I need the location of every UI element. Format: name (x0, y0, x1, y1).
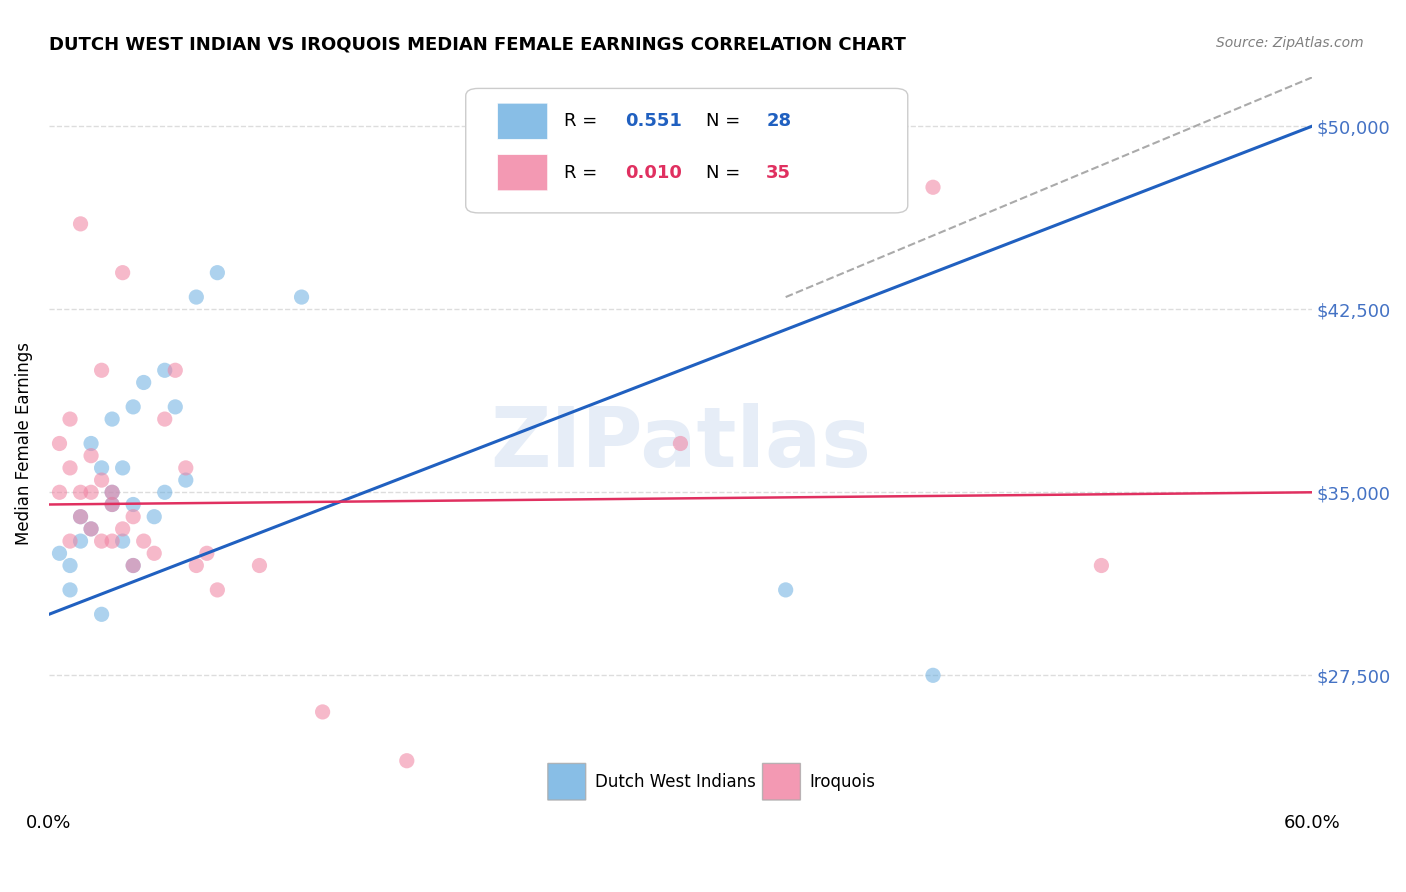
Text: N =: N = (706, 112, 745, 130)
Point (143, 509, 166, 524)
Point (111, 534, 134, 549)
Point (101, 498, 124, 512)
Point (111, 461, 134, 475)
Point (922, 180, 945, 194)
Point (48, 485, 70, 500)
Point (165, 400, 187, 414)
Text: 28: 28 (766, 112, 792, 130)
Point (101, 498, 124, 512)
Point (69, 509, 91, 524)
Point (48, 546, 70, 560)
Point (101, 412, 124, 426)
Point (153, 363, 176, 377)
Point (290, 290, 312, 304)
Text: 0.010: 0.010 (624, 163, 682, 182)
Point (90, 363, 112, 377)
Point (90, 473, 112, 487)
FancyBboxPatch shape (762, 764, 800, 800)
Point (69, 534, 91, 549)
Point (80, 485, 103, 500)
FancyBboxPatch shape (548, 764, 586, 800)
Point (90, 607, 112, 622)
Point (122, 498, 145, 512)
FancyBboxPatch shape (465, 88, 908, 213)
Text: 35: 35 (766, 163, 792, 182)
Text: DUTCH WEST INDIAN VS IROQUOIS MEDIAN FEMALE EARNINGS CORRELATION CHART: DUTCH WEST INDIAN VS IROQUOIS MEDIAN FEM… (49, 36, 905, 54)
Text: Dutch West Indians: Dutch West Indians (595, 772, 755, 790)
Point (165, 363, 187, 377)
Point (59, 534, 82, 549)
Point (80, 449, 103, 463)
Point (80, 522, 103, 536)
Point (69, 217, 91, 231)
Point (101, 534, 124, 549)
Point (48, 436, 70, 450)
Text: 0.551: 0.551 (624, 112, 682, 130)
Text: ZIPatlas: ZIPatlas (489, 403, 870, 484)
Point (186, 290, 208, 304)
Point (132, 534, 155, 549)
Point (69, 485, 91, 500)
Point (122, 558, 145, 573)
Point (80, 522, 103, 536)
Point (207, 582, 229, 597)
Point (186, 558, 208, 573)
Point (101, 485, 124, 500)
Point (122, 558, 145, 573)
Point (59, 461, 82, 475)
Point (90, 534, 112, 549)
Y-axis label: Median Female Earnings: Median Female Earnings (15, 342, 32, 545)
Text: Iroquois: Iroquois (810, 772, 876, 790)
Point (775, 582, 797, 597)
Point (122, 509, 145, 524)
Point (174, 473, 197, 487)
Point (59, 558, 82, 573)
Text: Source: ZipAtlas.com: Source: ZipAtlas.com (1216, 36, 1364, 50)
Point (132, 376, 155, 390)
Point (395, 754, 418, 768)
FancyBboxPatch shape (498, 154, 548, 191)
Point (311, 705, 333, 719)
Point (922, 668, 945, 682)
Text: R =: R = (564, 112, 603, 130)
Point (69, 509, 91, 524)
Point (195, 546, 218, 560)
Point (111, 522, 134, 536)
Point (174, 461, 197, 475)
FancyBboxPatch shape (498, 103, 548, 140)
Point (249, 558, 271, 573)
Point (143, 546, 166, 560)
Point (90, 461, 112, 475)
Point (59, 412, 82, 426)
Point (122, 400, 145, 414)
Point (153, 412, 176, 426)
Point (669, 436, 692, 450)
Point (153, 485, 176, 500)
Point (1090, 558, 1112, 573)
Point (59, 582, 82, 597)
Text: R =: R = (564, 163, 603, 182)
Point (207, 266, 229, 280)
Point (101, 485, 124, 500)
Point (80, 436, 103, 450)
Text: N =: N = (706, 163, 745, 182)
Point (111, 266, 134, 280)
